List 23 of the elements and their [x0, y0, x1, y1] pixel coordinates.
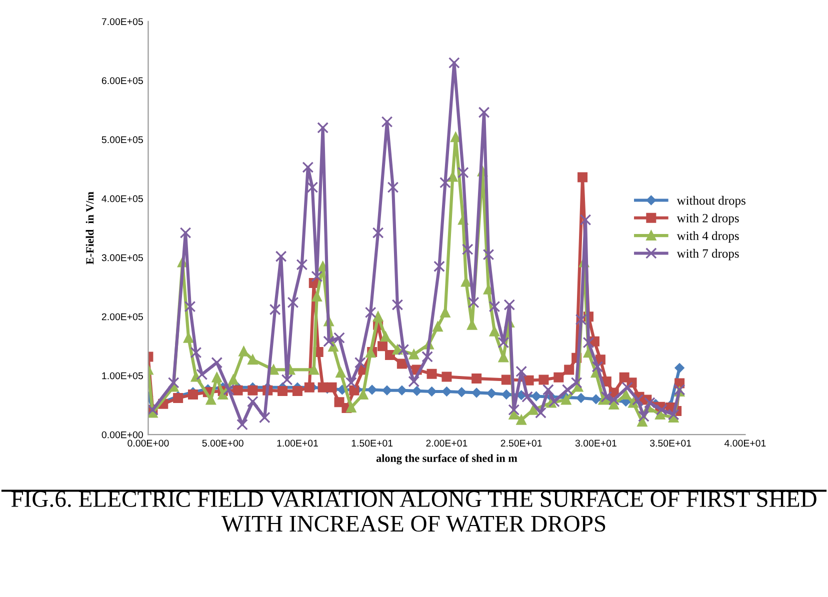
legend-label: with 2 drops — [676, 214, 739, 225]
x-tick-label: 1.50E+01 — [352, 440, 393, 447]
x-tick-label: 0.00E+00 — [128, 440, 169, 447]
y-tick-label: 6.00E+05 — [102, 77, 143, 84]
x-tick-label: 2.00E+01 — [426, 440, 468, 447]
legend-label: with 4 drops — [676, 231, 739, 243]
x-axis-title: along the surface of shed in m — [376, 454, 518, 464]
y-tick-label: 3.00E+05 — [102, 254, 143, 262]
y-tick-label: 0.00E+00 — [102, 431, 143, 438]
x-tick-label: 3.50E+01 — [650, 440, 692, 447]
y-axis-title: E-Field in V/m — [86, 192, 94, 264]
x-tick-label: 1.00E+01 — [277, 440, 318, 447]
x-tick-label: 4.00E+01 — [724, 440, 766, 447]
y-tick-label: 2.00E+05 — [102, 313, 143, 320]
x-tick-label: 2.50E+01 — [500, 440, 542, 447]
legend-label: without drops — [676, 196, 746, 208]
x-tick-label: 3.00E+01 — [575, 440, 616, 447]
y-tick-label: 1.00E+05 — [102, 372, 143, 380]
y-tick-label: 5.00E+05 — [102, 136, 143, 144]
legend-label: with 7 drops — [676, 248, 739, 260]
y-tick-label: 7.00E+05 — [102, 18, 143, 26]
x-tick-label: 5.00E+00 — [202, 440, 244, 447]
y-tick-label: 4.00E+05 — [102, 195, 143, 202]
